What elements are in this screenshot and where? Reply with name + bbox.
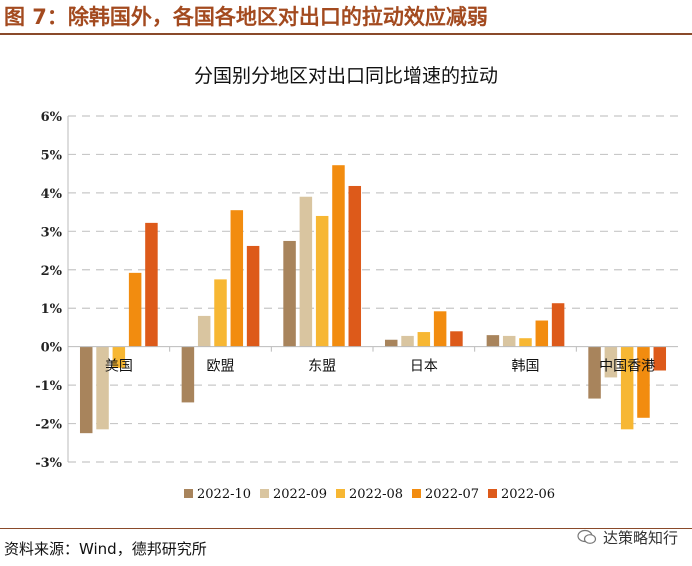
chart-title: 分国别分地区对出口同比增速的拉动 bbox=[194, 65, 498, 87]
chart-container: 分国别分地区对出口同比增速的拉动 -3% -2% -1% 0% 1% 2% 3% 4% 5% 6%… bbox=[0, 38, 692, 526]
bar bbox=[79, 346, 93, 434]
bar bbox=[283, 240, 296, 347]
category-label: 东盟 bbox=[308, 359, 336, 375]
gridlines bbox=[68, 115, 678, 463]
bars bbox=[68, 165, 678, 434]
y-tick-label: -1% bbox=[35, 379, 62, 394]
y-tick-label: 5% bbox=[41, 148, 63, 163]
bar-chart: 分国别分地区对出口同比增速的拉动 -3% -2% -1% 0% 1% 2% 3% 4% 5% 6%… bbox=[35, 65, 678, 502]
y-axis: -3% -2% -1% 0% 1% 2% 3% 4% 5% 6% bbox=[35, 110, 69, 471]
bar bbox=[486, 335, 500, 347]
bar bbox=[551, 303, 565, 347]
top-divider bbox=[0, 33, 692, 35]
bar bbox=[417, 332, 431, 347]
bar bbox=[128, 272, 142, 347]
category-label: 欧盟 bbox=[207, 359, 235, 375]
bar bbox=[96, 346, 109, 430]
legend-label: 2022-08 bbox=[349, 487, 403, 502]
bar bbox=[299, 196, 313, 347]
y-tick-label: 3% bbox=[41, 225, 63, 240]
legend: 2022-10 2022-09 2022-08 2022-07 2022-06 bbox=[184, 487, 555, 502]
wechat-icon bbox=[577, 529, 597, 544]
legend-swatch bbox=[336, 489, 345, 498]
legend-label: 2022-07 bbox=[425, 487, 479, 502]
category-label: 日本 bbox=[410, 359, 438, 375]
bar bbox=[653, 346, 667, 371]
bar bbox=[502, 335, 516, 347]
y-tick-label: 6% bbox=[41, 110, 63, 125]
bar bbox=[604, 346, 618, 378]
source-note: 资料来源：Wind，德邦研究所 bbox=[4, 540, 207, 558]
x-axis-labels: 美国 欧盟 东盟 日本 韩国 中国香港 bbox=[105, 359, 655, 375]
bar bbox=[145, 222, 158, 347]
category-label: 韩国 bbox=[512, 359, 540, 375]
bar bbox=[535, 320, 549, 347]
y-tick-label: 1% bbox=[41, 302, 63, 317]
y-tick-label: 0% bbox=[41, 341, 63, 356]
bar bbox=[332, 165, 345, 347]
watermark: 达策略知行 bbox=[577, 524, 678, 550]
legend-swatch bbox=[260, 489, 269, 498]
bar bbox=[433, 311, 447, 347]
bar bbox=[315, 215, 329, 347]
bar bbox=[588, 346, 601, 399]
bar bbox=[197, 315, 211, 347]
legend-label: 2022-09 bbox=[273, 487, 327, 502]
bar bbox=[214, 279, 227, 347]
category-label: 中国香港 bbox=[599, 359, 655, 375]
legend-swatch bbox=[488, 489, 497, 498]
bar bbox=[112, 346, 126, 368]
bar bbox=[519, 338, 532, 347]
bar bbox=[246, 245, 260, 347]
bar bbox=[181, 346, 195, 403]
y-tick-label: 2% bbox=[41, 264, 63, 279]
bar bbox=[620, 346, 634, 430]
legend-label: 2022-06 bbox=[501, 487, 555, 502]
bottom-divider bbox=[0, 528, 692, 529]
y-tick-label: 4% bbox=[41, 187, 63, 202]
bar bbox=[637, 346, 650, 418]
bar bbox=[348, 185, 362, 347]
watermark-text: 达策略知行 bbox=[602, 528, 678, 547]
bar bbox=[384, 339, 398, 347]
bar bbox=[230, 210, 244, 347]
category-label: 美国 bbox=[105, 359, 133, 375]
legend-label: 2022-10 bbox=[197, 487, 251, 502]
legend-swatch bbox=[412, 489, 421, 498]
y-tick-label: -2% bbox=[35, 418, 62, 433]
y-tick-label: -3% bbox=[35, 456, 62, 471]
legend-swatch bbox=[184, 489, 193, 498]
bar bbox=[450, 331, 463, 347]
bar bbox=[401, 335, 414, 347]
figure-title: 图 7：除韩国外，各国各地区对出口的拉动效应减弱 bbox=[4, 5, 488, 29]
